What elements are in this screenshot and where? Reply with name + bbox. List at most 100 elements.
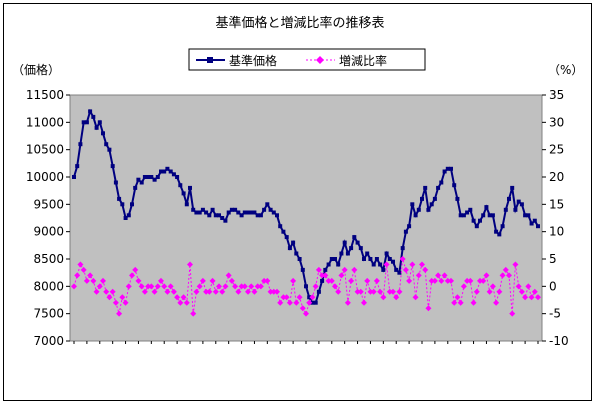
ratio-point	[386, 288, 393, 295]
price-point	[300, 267, 305, 272]
ratio-point	[203, 288, 210, 295]
ratio-point	[245, 288, 251, 295]
ratio-point	[261, 277, 268, 284]
ratio-point	[322, 272, 329, 279]
price-point	[371, 262, 376, 267]
ratio-point	[335, 288, 342, 295]
price-point	[507, 196, 511, 201]
ratio-point	[419, 261, 425, 268]
y-right-tick-label: -5	[549, 307, 561, 321]
price-point	[500, 224, 505, 229]
ratio-point	[509, 310, 516, 317]
price-point	[384, 251, 389, 256]
ratio-point	[96, 283, 103, 290]
ratio-point	[167, 283, 174, 290]
ratio-point	[177, 299, 184, 306]
price-point	[94, 125, 99, 130]
price-point	[490, 213, 495, 218]
price-point	[510, 185, 515, 190]
price-point	[78, 142, 83, 147]
price-point	[188, 185, 192, 190]
price-point	[349, 246, 354, 251]
ratio-point	[80, 266, 87, 273]
price-point	[342, 240, 347, 245]
ratio-point	[135, 277, 142, 284]
price-point	[191, 207, 196, 212]
price-point	[142, 175, 147, 179]
price-point	[149, 175, 154, 179]
price-point	[123, 216, 128, 220]
ratio-point	[270, 288, 277, 295]
price-point	[439, 180, 444, 185]
ratio-point	[132, 266, 139, 273]
price-point	[162, 169, 167, 174]
ratio-point	[93, 288, 100, 295]
price-point	[362, 257, 366, 261]
ratio-point	[241, 283, 248, 290]
ratio-point	[154, 283, 161, 290]
price-point	[407, 224, 412, 229]
price-point	[168, 169, 173, 174]
price-point	[519, 202, 524, 207]
ratio-point	[512, 261, 519, 268]
price-point	[130, 202, 134, 207]
price-point	[139, 180, 144, 185]
price-point	[413, 213, 418, 218]
ratio-point	[319, 272, 326, 279]
price-point	[229, 207, 234, 212]
ratio-point	[496, 288, 503, 295]
ratio-point	[473, 288, 480, 295]
ratio-point	[180, 294, 187, 301]
ratio-point	[412, 294, 419, 301]
price-point	[165, 166, 170, 171]
ratio-point	[235, 288, 242, 295]
price-point	[294, 251, 299, 256]
ratio-point	[383, 261, 390, 268]
ratio-point	[187, 261, 193, 268]
ratio-point	[477, 277, 483, 284]
ratio-point	[422, 266, 429, 273]
price-point	[310, 300, 315, 305]
ratio-point	[325, 277, 332, 284]
price-point	[429, 202, 434, 207]
ratio-point	[480, 277, 487, 284]
ratio-point	[328, 277, 335, 284]
ratio-point	[467, 277, 474, 284]
ratio-point	[125, 283, 132, 290]
ratio-point	[415, 272, 422, 279]
ratio-point	[277, 299, 284, 306]
price-point	[284, 235, 289, 240]
legend-marker-price	[207, 57, 213, 63]
price-point	[287, 246, 292, 251]
ratio-point	[264, 277, 271, 284]
ratio-point	[402, 266, 409, 273]
y-left-tick-label: 8500	[33, 252, 64, 266]
ratio-point	[138, 283, 145, 290]
price-point	[432, 196, 437, 201]
price-point	[101, 131, 105, 136]
price-point	[178, 183, 183, 188]
y-right-tick-label: 25	[549, 143, 564, 157]
y-right-tick-label: -10	[549, 334, 569, 348]
price-point	[478, 218, 482, 223]
y-right-tick-label: 10	[549, 225, 564, 239]
ratio-point	[122, 299, 129, 306]
y-left-tick-label: 10000	[26, 170, 64, 184]
ratio-point	[174, 294, 181, 301]
ratio-point	[435, 272, 442, 279]
price-point	[268, 207, 273, 212]
price-point	[365, 251, 370, 256]
ratio-point	[351, 266, 358, 273]
price-point	[249, 210, 254, 215]
ratio-point	[164, 288, 171, 295]
price-point	[88, 109, 93, 114]
legend-marker-ratio	[316, 56, 324, 64]
ratio-point	[296, 294, 303, 301]
price-point	[175, 175, 180, 179]
ratio-point	[357, 288, 364, 295]
price-point	[458, 213, 463, 218]
y-right-tick-label: 30	[549, 115, 564, 129]
ratio-point	[341, 266, 348, 273]
ratio-point	[209, 277, 216, 284]
ratio-point	[518, 288, 525, 295]
